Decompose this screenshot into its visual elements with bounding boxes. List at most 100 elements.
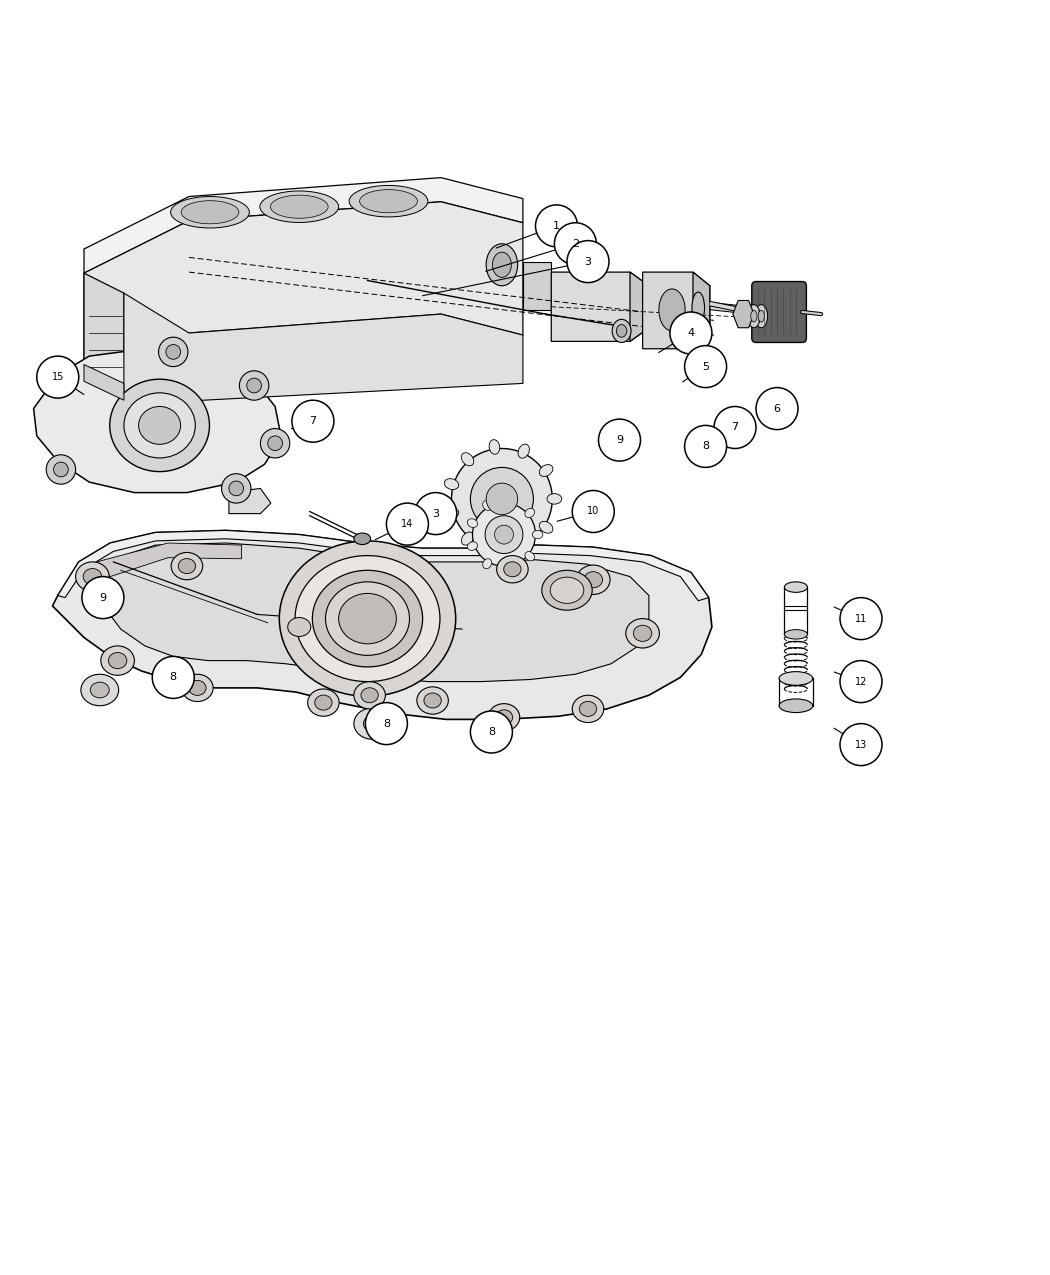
Ellipse shape (461, 453, 474, 465)
Ellipse shape (547, 493, 562, 504)
Ellipse shape (784, 630, 807, 639)
Ellipse shape (580, 701, 596, 717)
Polygon shape (84, 365, 124, 400)
Circle shape (40, 367, 69, 397)
Ellipse shape (518, 444, 529, 458)
Circle shape (485, 515, 523, 553)
Polygon shape (124, 293, 523, 404)
Circle shape (166, 344, 181, 360)
Circle shape (46, 455, 76, 484)
Circle shape (239, 371, 269, 400)
Polygon shape (84, 273, 124, 404)
Circle shape (247, 379, 261, 393)
Ellipse shape (484, 724, 503, 740)
Circle shape (268, 436, 282, 450)
Ellipse shape (338, 593, 397, 644)
FancyBboxPatch shape (752, 282, 806, 343)
Ellipse shape (475, 717, 512, 747)
Ellipse shape (525, 552, 534, 561)
Ellipse shape (315, 695, 332, 710)
Ellipse shape (354, 708, 392, 740)
Ellipse shape (108, 653, 127, 668)
Ellipse shape (444, 478, 459, 490)
Text: 7: 7 (310, 416, 316, 426)
Ellipse shape (444, 509, 459, 519)
Circle shape (82, 576, 124, 618)
Circle shape (536, 205, 578, 247)
Ellipse shape (308, 688, 339, 717)
Polygon shape (97, 543, 242, 576)
Circle shape (47, 374, 62, 389)
Text: 9: 9 (616, 435, 623, 445)
Ellipse shape (540, 521, 553, 533)
Ellipse shape (288, 617, 311, 636)
Ellipse shape (488, 704, 520, 731)
Ellipse shape (461, 532, 474, 546)
Polygon shape (34, 349, 281, 492)
Polygon shape (103, 543, 649, 682)
Ellipse shape (576, 565, 610, 594)
Text: 9: 9 (100, 593, 106, 603)
Text: 13: 13 (855, 740, 867, 750)
Circle shape (598, 419, 640, 462)
Ellipse shape (349, 185, 428, 217)
Text: 3: 3 (433, 509, 439, 519)
Ellipse shape (139, 407, 181, 444)
Circle shape (495, 525, 513, 544)
Ellipse shape (584, 571, 603, 588)
Ellipse shape (354, 682, 385, 709)
Ellipse shape (755, 305, 768, 328)
Circle shape (386, 504, 428, 546)
Circle shape (37, 356, 79, 398)
Text: 12: 12 (855, 677, 867, 687)
Ellipse shape (506, 562, 514, 572)
Ellipse shape (758, 310, 764, 323)
Text: 10: 10 (587, 506, 600, 516)
Ellipse shape (361, 687, 378, 703)
Circle shape (260, 428, 290, 458)
Ellipse shape (692, 292, 705, 324)
Text: 7: 7 (732, 422, 738, 432)
Text: 14: 14 (401, 519, 414, 529)
Ellipse shape (483, 501, 491, 510)
Circle shape (415, 492, 457, 534)
Circle shape (470, 711, 512, 754)
Text: 1: 1 (553, 221, 560, 231)
Ellipse shape (90, 682, 109, 697)
Circle shape (714, 407, 756, 449)
Ellipse shape (497, 556, 528, 583)
Ellipse shape (572, 695, 604, 723)
Ellipse shape (525, 509, 534, 518)
Polygon shape (84, 177, 523, 273)
Text: 15: 15 (51, 372, 64, 382)
Ellipse shape (626, 618, 659, 648)
Text: 2: 2 (572, 238, 579, 249)
Circle shape (365, 703, 407, 745)
Ellipse shape (181, 200, 239, 224)
Circle shape (229, 481, 244, 496)
Ellipse shape (76, 562, 109, 592)
Polygon shape (630, 272, 649, 342)
Ellipse shape (417, 687, 448, 714)
Circle shape (486, 483, 518, 515)
Ellipse shape (506, 496, 514, 506)
Ellipse shape (483, 558, 491, 569)
Circle shape (452, 449, 552, 550)
Ellipse shape (467, 542, 478, 551)
Polygon shape (523, 261, 551, 310)
Circle shape (567, 241, 609, 283)
Circle shape (840, 724, 882, 765)
Circle shape (54, 462, 68, 477)
Ellipse shape (189, 681, 206, 695)
Ellipse shape (178, 558, 195, 574)
Ellipse shape (467, 519, 478, 528)
Ellipse shape (504, 562, 521, 576)
Polygon shape (693, 272, 710, 349)
Circle shape (756, 388, 798, 430)
Circle shape (685, 346, 727, 388)
Ellipse shape (550, 578, 584, 603)
Ellipse shape (496, 710, 512, 724)
Polygon shape (58, 530, 709, 601)
Ellipse shape (751, 310, 757, 323)
Circle shape (572, 491, 614, 533)
